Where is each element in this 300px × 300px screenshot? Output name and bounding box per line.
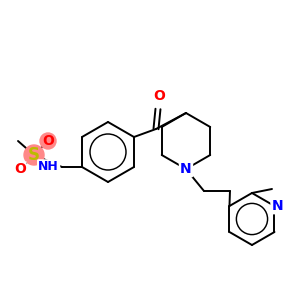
Circle shape — [24, 145, 44, 165]
Text: N: N — [180, 162, 192, 176]
Text: O: O — [42, 134, 54, 148]
Circle shape — [40, 133, 56, 149]
Text: N: N — [272, 199, 283, 213]
Text: O: O — [153, 89, 165, 103]
Text: O: O — [14, 162, 26, 176]
Text: S: S — [28, 146, 40, 164]
Text: NH: NH — [38, 160, 59, 173]
